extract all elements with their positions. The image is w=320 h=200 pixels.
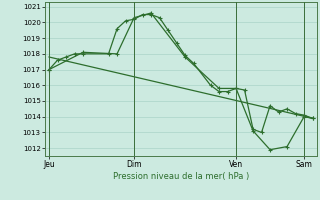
X-axis label: Pression niveau de la mer( hPa ): Pression niveau de la mer( hPa ) [113,172,249,181]
